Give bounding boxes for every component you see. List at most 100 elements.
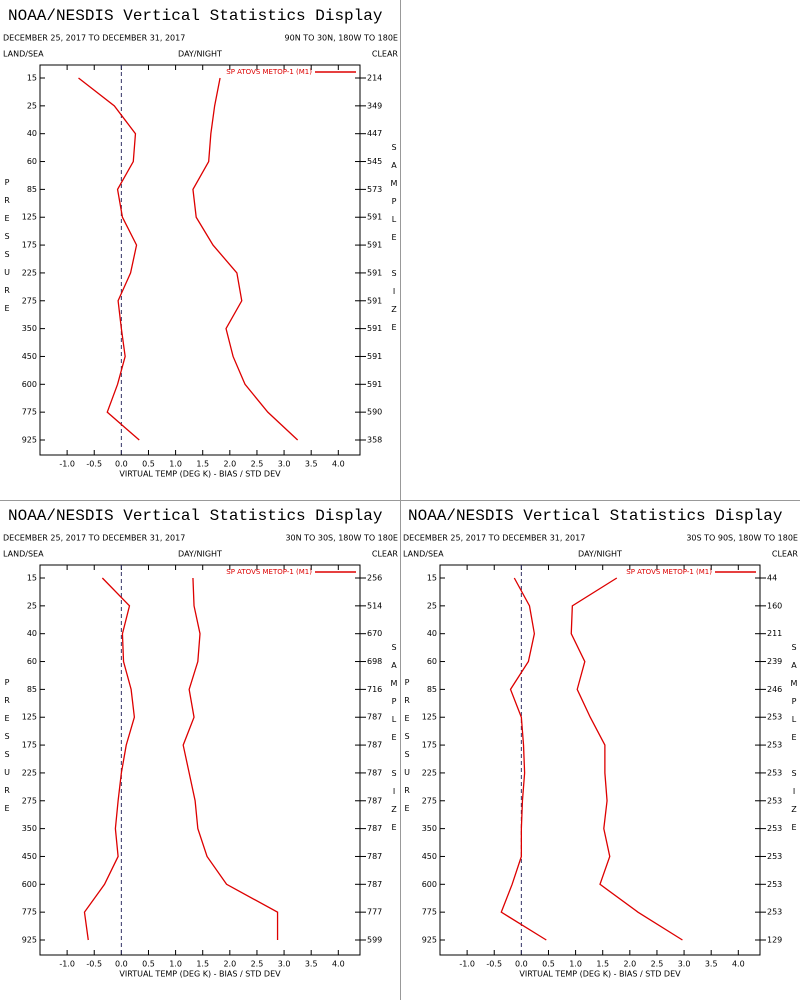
sample-size: 670 xyxy=(367,629,382,638)
region: 30N TO 30S, 180W TO 180E xyxy=(285,534,398,543)
x-axis-label: VIRTUAL TEMP (DEG K) - BIAS / STD DEV xyxy=(119,470,281,479)
sample-size: 129 xyxy=(767,936,782,945)
x-axis-label: VIRTUAL TEMP (DEG K) - BIAS / STD DEV xyxy=(119,970,281,979)
y-tick-label: 25 xyxy=(27,101,37,110)
y-tick-label: 225 xyxy=(22,768,37,777)
x-tick-label: -0.5 xyxy=(86,460,102,469)
sample-size: 211 xyxy=(767,629,782,638)
sample-size: 591 xyxy=(367,268,382,277)
x-tick-label: 0.0 xyxy=(115,960,128,969)
panel-title: NOAA/NESDIS Vertical Statistics Display xyxy=(8,7,383,25)
sample-size: 716 xyxy=(367,685,382,694)
sample-size: 599 xyxy=(367,936,382,945)
y-tick-label: 125 xyxy=(422,713,437,722)
land-sea: LAND/SEA xyxy=(403,550,444,559)
x-tick-label: 4.0 xyxy=(732,960,745,969)
y-tick-label: 350 xyxy=(422,824,437,833)
y-tick-label: 275 xyxy=(22,296,37,305)
plot-frame xyxy=(39,564,361,956)
sample-size: 253 xyxy=(767,852,782,861)
date-range: DECEMBER 25, 2017 TO DECEMBER 31, 2017 xyxy=(403,534,585,543)
x-tick-label: -1.0 xyxy=(459,960,475,969)
date-range: DECEMBER 25, 2017 TO DECEMBER 31, 2017 xyxy=(3,34,185,43)
y-tick-label: 925 xyxy=(22,936,37,945)
region: 90N TO 30N, 180W TO 180E xyxy=(285,34,398,43)
sample-size: 253 xyxy=(767,908,782,917)
sample-size: 253 xyxy=(767,880,782,889)
y-tick-label: 600 xyxy=(22,880,37,889)
legend-label: SP ATOVS METOP-1 (M1) xyxy=(226,568,312,576)
y-tick-label: 25 xyxy=(27,601,37,610)
y-tick-label: 225 xyxy=(422,768,437,777)
x-tick-label: -0.5 xyxy=(486,960,502,969)
land-sea: LAND/SEA xyxy=(3,50,44,59)
sample-size: 214 xyxy=(367,74,382,83)
y-tick-label: 125 xyxy=(22,213,37,222)
sample-size: 447 xyxy=(367,129,382,138)
y-tick-label: 175 xyxy=(422,741,437,750)
sample-size: 787 xyxy=(367,741,382,750)
x-tick-label: 4.0 xyxy=(332,960,345,969)
x-tick-label: -1.0 xyxy=(59,960,75,969)
sample-size: 591 xyxy=(367,241,382,250)
panel-title: NOAA/NESDIS Vertical Statistics Display xyxy=(8,507,383,525)
y-tick-label: 85 xyxy=(27,185,37,194)
sample-size: 787 xyxy=(367,852,382,861)
x-tick-label: 0.5 xyxy=(142,960,155,969)
clear: CLEAR xyxy=(772,550,799,559)
x-tick-label: 1.5 xyxy=(196,960,209,969)
x-tick-label: 0.5 xyxy=(542,960,555,969)
x-tick-label: 0.5 xyxy=(142,460,155,469)
day-night: DAY/NIGHT xyxy=(178,550,222,559)
x-tick-label: 1.0 xyxy=(569,960,582,969)
sample-size: 777 xyxy=(367,908,382,917)
day-night: DAY/NIGHT xyxy=(578,550,622,559)
clear: CLEAR xyxy=(372,50,399,59)
x-tick-label: 0.0 xyxy=(515,960,528,969)
y-tick-label: 925 xyxy=(422,936,437,945)
y-tick-label: 25 xyxy=(427,601,437,610)
x-tick-label: 1.5 xyxy=(196,460,209,469)
x-tick-label: 1.5 xyxy=(596,960,609,969)
y-tick-label: 15 xyxy=(27,74,37,83)
sample-size: 253 xyxy=(767,796,782,805)
land-sea: LAND/SEA xyxy=(3,550,44,559)
sample-size: 44 xyxy=(767,574,777,583)
y-tick-label: 40 xyxy=(427,629,437,638)
y-tick-label: 85 xyxy=(427,685,437,694)
y-tick-label: 175 xyxy=(22,741,37,750)
panel: NOAA/NESDIS Vertical Statistics Display D… xyxy=(403,507,798,978)
x-tick-label: 3.5 xyxy=(305,460,318,469)
sample-size: 253 xyxy=(767,768,782,777)
x-tick-label: 1.0 xyxy=(169,960,182,969)
sample-size: 698 xyxy=(367,657,382,666)
y-tick-label: 350 xyxy=(22,824,37,833)
sample-size: 787 xyxy=(367,713,382,722)
sample-size: 591 xyxy=(367,296,382,305)
plot-frame xyxy=(39,64,361,456)
x-tick-label: 3.0 xyxy=(278,960,291,969)
sample-size: 239 xyxy=(767,657,782,666)
plot-frame xyxy=(439,564,761,956)
x-tick-label: 3.0 xyxy=(678,960,691,969)
profile-line xyxy=(500,577,547,941)
sample-size: 787 xyxy=(367,824,382,833)
x-tick-label: -0.5 xyxy=(86,960,102,969)
y-tick-label: 600 xyxy=(22,380,37,389)
sample-size: 787 xyxy=(367,796,382,805)
sample-size: 787 xyxy=(367,880,382,889)
sample-size: 246 xyxy=(767,685,782,694)
panel-title: NOAA/NESDIS Vertical Statistics Display xyxy=(408,507,783,525)
x-axis-label: VIRTUAL TEMP (DEG K) - BIAS / STD DEV xyxy=(519,970,681,979)
profile-line xyxy=(570,577,683,941)
x-tick-label: 3.5 xyxy=(305,960,318,969)
sample-size: 253 xyxy=(767,824,782,833)
y-tick-label: 450 xyxy=(22,352,37,361)
legend-label: SP ATOVS METOP-1 (M1) xyxy=(226,68,312,76)
x-tick-label: 2.0 xyxy=(223,460,236,469)
profile-line xyxy=(78,77,140,441)
y-tick-label: 450 xyxy=(22,852,37,861)
